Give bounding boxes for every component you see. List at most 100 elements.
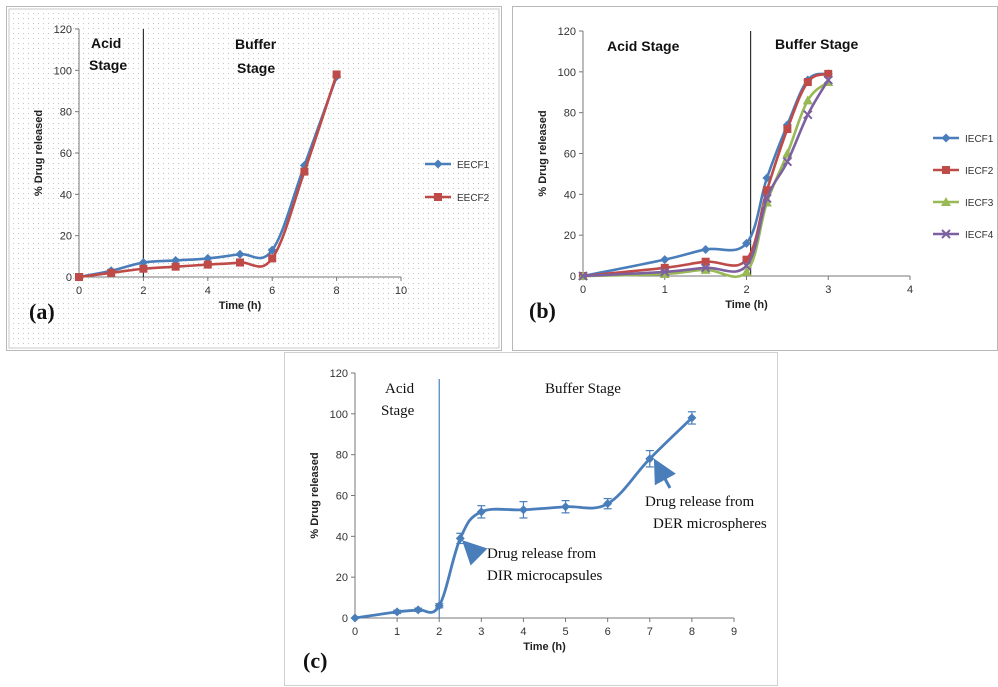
- x-tick-label: 3: [478, 626, 484, 638]
- y-tick-label: 60: [564, 149, 576, 161]
- annotation-dir-line1: Drug release from: [487, 546, 596, 562]
- buffer-stage-label-line2: Stage: [237, 60, 275, 76]
- data-point: [350, 613, 360, 623]
- acid-stage-label-line1: Acid: [91, 35, 121, 51]
- data-point: [701, 257, 710, 266]
- annotation-der-line1: Drug release from: [645, 494, 754, 510]
- x-tick-label: 3: [825, 284, 831, 296]
- plot-background: [11, 11, 497, 348]
- y-tick-label: 20: [564, 230, 576, 242]
- data-point: [171, 255, 181, 265]
- data-point: [687, 413, 697, 423]
- data-point: [518, 505, 528, 515]
- x-tick-label: 4: [907, 284, 913, 296]
- y-tick-label: 40: [60, 189, 72, 201]
- y-tick-label: 120: [54, 24, 72, 36]
- y-tick-label: 80: [336, 450, 348, 462]
- data-point: [413, 605, 423, 615]
- x-tick-label: 0: [580, 284, 586, 296]
- data-point: [762, 186, 771, 195]
- data-point: [701, 244, 711, 254]
- y-tick-label: 100: [54, 65, 72, 77]
- data-point: [236, 258, 244, 267]
- chart-a-svg: 0 20 40 60 80 100 120 0 2 4 6 8 10 Time (h) % Drug rel…: [8, 8, 500, 349]
- data-point: [783, 125, 792, 133]
- x-tick-label: 4: [205, 285, 211, 297]
- data-point: [741, 266, 752, 276]
- x-tick-label: 0: [76, 285, 82, 297]
- data-point: [742, 255, 751, 264]
- data-point: [268, 254, 277, 263]
- data-point: [802, 95, 813, 105]
- data-point: [803, 110, 813, 120]
- data-point: [742, 238, 751, 248]
- y-tick-label: 120: [558, 26, 576, 38]
- data-point: [434, 601, 444, 611]
- x-tick-label: 7: [647, 626, 653, 638]
- y-axis-title: % Drug released: [33, 110, 45, 196]
- annotation-dir-line2: DIR microcapsules: [487, 568, 603, 584]
- y-tick-label: 20: [336, 572, 348, 584]
- x-tick-label: 9: [731, 626, 737, 638]
- data-point: [603, 499, 613, 509]
- data-point: [803, 78, 812, 87]
- buffer-stage-label: Buffer Stage: [775, 36, 858, 52]
- x-tick-label: 2: [743, 284, 749, 296]
- x-tick-label: 1: [394, 626, 400, 638]
- data-point: [332, 70, 341, 79]
- data-point: [455, 533, 465, 543]
- legend-label: IECF4: [965, 230, 994, 241]
- panel-label-b: (b): [529, 298, 556, 323]
- data-point: [660, 263, 669, 272]
- data-point: [578, 271, 588, 281]
- x-tick-label: 10: [395, 285, 407, 297]
- data-point: [139, 264, 148, 273]
- data-point: [75, 273, 83, 281]
- y-tick-label: 0: [570, 271, 576, 283]
- data-point: [107, 268, 116, 277]
- acid-stage-label-line2: Stage: [381, 403, 415, 419]
- y-tick-label: 60: [336, 491, 348, 503]
- x-tick-label: 2: [140, 285, 146, 297]
- legend-label: EECF2: [457, 193, 490, 204]
- legend-marker: [434, 193, 442, 201]
- data-point: [645, 454, 655, 464]
- data-point: [561, 502, 571, 512]
- annotation-arrow-dir: [462, 540, 488, 566]
- x-tick-label: 8: [334, 285, 340, 297]
- y-tick-label: 0: [66, 272, 72, 284]
- data-point: [476, 507, 486, 517]
- y-tick-label: 0: [342, 613, 348, 625]
- legend-label: IECF3: [965, 198, 994, 209]
- x-tick-label: 0: [352, 626, 358, 638]
- buffer-stage-label-line1: Buffer: [235, 36, 277, 52]
- legend-label: IECF2: [965, 166, 994, 177]
- data-point: [171, 262, 180, 271]
- legend-label: IECF1: [965, 134, 994, 145]
- chart-panel-b: 0 20 40 60 80 100 120 0 1 2 3 4 Time (h) % Drug relea…: [512, 6, 998, 351]
- y-axis-title: % Drug released: [537, 110, 549, 196]
- x-tick-label: 5: [562, 626, 568, 638]
- legend-marker: [941, 133, 951, 143]
- acid-stage-label-line2: Stage: [89, 57, 127, 73]
- chart-c-svg: 0 20 40 60 80 100 120 0 1 2 3 4 5 6 7 8 9 Time (h) % Drug …: [303, 368, 767, 673]
- y-tick-label: 100: [330, 409, 348, 421]
- buffer-stage-label: Buffer Stage: [545, 381, 621, 397]
- chart-b-svg: 0 20 40 60 80 100 120 0 1 2 3 4 Time (h) % Drug relea…: [529, 26, 994, 323]
- data-point: [392, 607, 402, 617]
- x-tick-label: 6: [605, 626, 611, 638]
- data-point: [782, 156, 793, 167]
- annotation-arrow-der: [653, 458, 676, 489]
- data-point: [235, 249, 245, 259]
- chart-panel-a: 0 20 40 60 80 100 120 0 2 4 6 8 10 Time (h) % Drug rel…: [6, 6, 502, 351]
- x-tick-label: 6: [269, 285, 275, 297]
- legend-marker: [433, 159, 443, 169]
- data-point: [300, 167, 309, 176]
- panel-a-border: [8, 8, 500, 349]
- data-point: [660, 255, 670, 265]
- data-point: [741, 261, 752, 271]
- x-axis-title: Time (h): [523, 641, 566, 653]
- y-tick-label: 60: [60, 148, 72, 160]
- legend-label: EECF1: [457, 160, 490, 171]
- data-point: [700, 263, 711, 273]
